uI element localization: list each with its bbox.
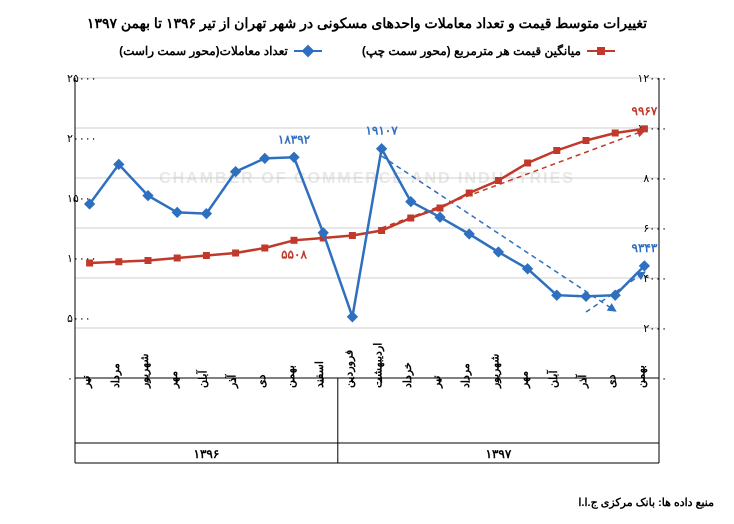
- svg-text:۲۰۰۰۰: ۲۰۰۰۰: [67, 133, 97, 145]
- svg-text:بهمن: بهمن: [635, 365, 647, 388]
- svg-text:۱۳۹۷: ۱۳۹۷: [486, 447, 512, 461]
- svg-text:آذر: آذر: [575, 374, 589, 389]
- svg-text:مرداد: مرداد: [460, 363, 472, 388]
- svg-text:۱۲۰۰۰: ۱۲۰۰۰: [637, 73, 667, 85]
- svg-text:۶۰۰۰: ۶۰۰۰: [643, 223, 667, 235]
- svg-text:تیر: تیر: [81, 376, 93, 389]
- svg-text:دی: دی: [256, 374, 268, 388]
- legend-label-trans: تعداد معاملات(محور سمت راست): [119, 44, 288, 58]
- chart-title: تغییرات متوسط قیمت و تعداد معاملات واحده…: [20, 15, 714, 32]
- svg-text:شهریور: شهریور: [489, 354, 501, 389]
- svg-text:دی: دی: [606, 374, 618, 388]
- svg-text:۵۵۰۸: ۵۵۰۸: [281, 247, 307, 261]
- svg-text:بهمن: بهمن: [285, 365, 297, 388]
- legend-swatch-trans: [294, 50, 322, 53]
- legend-item-price: میانگین قیمت هر مترمربع (محور سمت چپ): [362, 44, 615, 58]
- svg-text:اسفند: اسفند: [314, 361, 326, 388]
- svg-text:فروردین: فروردین: [343, 350, 355, 388]
- svg-text:مهر: مهر: [168, 371, 180, 389]
- chart-svg: CHAMBER OF COMMERCE AND INDUSTRIES۰۲۰۰۰۴…: [20, 68, 714, 488]
- svg-text:۲۵۰۰۰: ۲۵۰۰۰: [67, 73, 97, 85]
- svg-text:۰: ۰: [67, 373, 73, 385]
- svg-text:۴۰۰۰: ۴۰۰۰: [643, 273, 667, 285]
- svg-text:۲۰۰۰: ۲۰۰۰: [643, 323, 667, 335]
- svg-text:۱۳۹۶: ۱۳۹۶: [194, 447, 220, 461]
- svg-text:شهریور: شهریور: [139, 354, 151, 389]
- svg-text:۱۹۱۰۷: ۱۹۱۰۷: [365, 124, 398, 138]
- svg-text:آذر: آذر: [225, 374, 239, 389]
- svg-text:خرداد: خرداد: [402, 362, 414, 388]
- legend-swatch-price: [587, 50, 615, 53]
- legend-label-price: میانگین قیمت هر مترمربع (محور سمت چپ): [362, 44, 581, 58]
- svg-text:۱۸۳۹۲: ۱۸۳۹۲: [278, 132, 311, 146]
- footnote: منبع داده ها: بانک مرکزی ج.ا.ا: [20, 496, 714, 509]
- svg-text:آبان: آبان: [195, 370, 209, 388]
- svg-text:۰: ۰: [661, 373, 667, 385]
- chart-area: CHAMBER OF COMMERCE AND INDUSTRIES۰۲۰۰۰۴…: [20, 68, 714, 488]
- legend: میانگین قیمت هر مترمربع (محور سمت چپ) تع…: [20, 44, 714, 58]
- svg-text:اردیبهشت: اردیبهشت: [373, 343, 385, 388]
- svg-text:آبان: آبان: [546, 370, 560, 388]
- svg-text:۸۰۰۰: ۸۰۰۰: [643, 173, 667, 185]
- svg-text:تیر: تیر: [431, 376, 443, 389]
- svg-text:۵۰۰۰: ۵۰۰۰: [67, 313, 91, 325]
- svg-text:۹۹۶۷: ۹۹۶۷: [632, 104, 658, 118]
- svg-text:مرداد: مرداد: [110, 363, 122, 388]
- svg-text:مهر: مهر: [519, 371, 531, 389]
- legend-item-trans: تعداد معاملات(محور سمت راست): [119, 44, 322, 58]
- svg-text:۹۳۴۳: ۹۳۴۳: [632, 241, 658, 255]
